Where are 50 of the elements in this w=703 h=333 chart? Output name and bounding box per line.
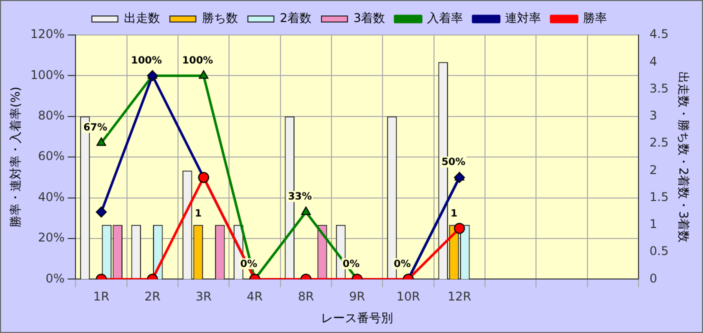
x-tick-label: 12R [448,290,472,304]
y2-tick-label: 3 [650,108,658,123]
data-label: 100% [182,55,214,66]
data-label: 100% [131,55,162,66]
y2-tick-label: 2 [650,162,658,177]
y2-tick-label: 4 [650,54,658,68]
x-tick-label: 8R [298,290,314,304]
y-axis-title: 勝率・連対率・入着率(%) [8,86,22,228]
x-tick-label: 4R [246,290,263,304]
y-tick-label: 20% [38,230,65,245]
x-tick-label: 2R [144,290,160,304]
y2-axis-title: 出走数・勝ち数・2着数・3着数 [676,71,691,243]
data-label: 0% [394,258,411,270]
legend-label: 勝率 [583,11,608,26]
data-label: 50% [441,157,466,168]
y-tick-label: 60% [38,149,65,164]
legend-label: 連対率 [505,11,542,26]
data-label: 0% [342,258,360,270]
point [301,206,311,216]
y2-tick-label: 0 [650,271,658,286]
data-label: 67% [83,122,108,134]
point [146,70,158,82]
data-label: 1 [194,208,202,220]
y2-tick-label: 1 [650,217,658,232]
x-tick-label: 3R [196,290,212,304]
x-tick-label: 9R [349,290,366,304]
x-axis-title: レース番号別 [321,310,394,325]
data-label: 1 [450,208,458,220]
legend-label: 2着数 [280,11,312,26]
legend-label: 入着率 [427,11,464,26]
legend-label: 3着数 [354,11,386,26]
point [454,172,465,183]
y2-tick-label: 3.5 [650,81,669,96]
x-tick-label: 10R [396,290,420,304]
legend-label: 勝ち数 [202,11,238,26]
y2-tick-label: 2.5 [650,136,669,150]
y2-tick-label: 1.5 [650,190,669,204]
legend-label: 出走数 [124,11,160,26]
y-tick-label: 120% [30,27,65,42]
y-tick-label: 100% [30,68,65,82]
data-label: 33% [288,192,312,203]
data-label: 0% [240,258,258,270]
y-tick-label: 80% [38,108,65,123]
y-tick-label: 40% [38,190,65,204]
y-tick-label: 0% [46,271,65,286]
point [198,70,208,79]
y2-tick-label: 0.5 [650,244,669,258]
point [96,137,106,146]
x-tick-label: 1R [93,290,110,304]
y2-tick-label: 4.5 [650,27,669,42]
